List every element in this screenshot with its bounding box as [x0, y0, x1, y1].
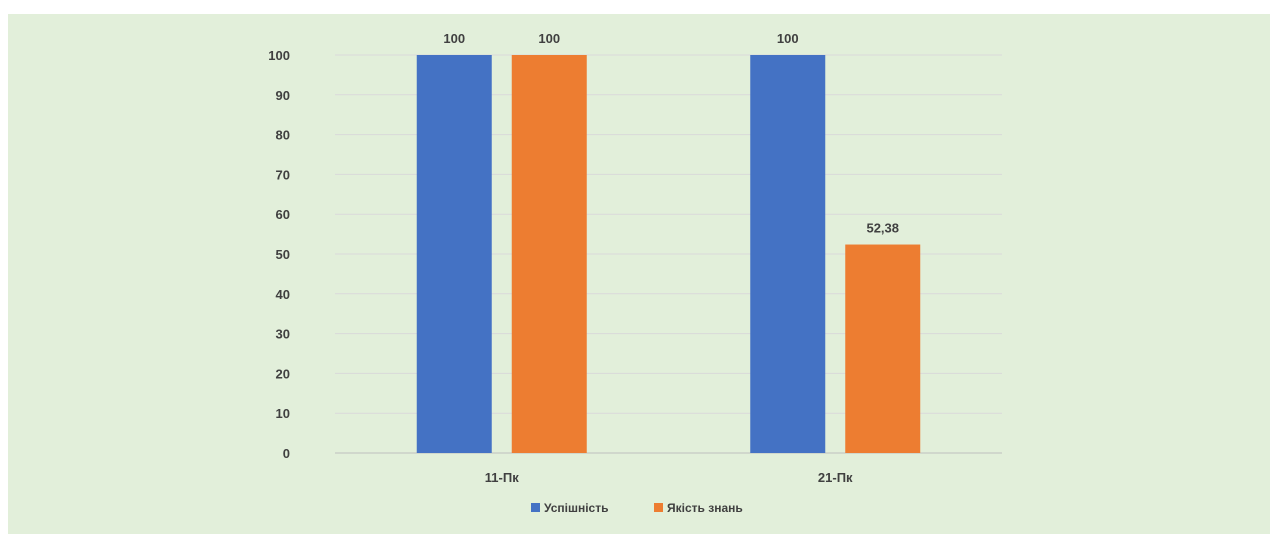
y-tick-label: 20 [276, 366, 290, 381]
data-label: 100 [443, 31, 465, 46]
y-tick-label: 50 [276, 247, 290, 262]
x-category-label: 11-Пк [485, 470, 519, 485]
y-tick-label: 0 [283, 446, 290, 461]
y-tick-label: 80 [276, 128, 290, 143]
legend-label-2: Якість знань [667, 501, 743, 515]
y-tick-label: 30 [276, 327, 290, 342]
bar-chart: 0 10 20 30 40 50 60 70 80 90 100 100 100 11-Пк 100 52,3… [268, 31, 1002, 515]
y-tick-label: 100 [268, 48, 290, 63]
y-tick-label: 60 [276, 207, 290, 222]
legend-swatch-2 [654, 503, 663, 512]
y-tick-label: 40 [276, 287, 290, 302]
x-category-label: 21-Пк [818, 470, 853, 485]
data-label: 100 [777, 31, 799, 46]
legend-swatch-1 [531, 503, 540, 512]
y-tick-label: 90 [276, 88, 290, 103]
chart-panel: 0 10 20 30 40 50 60 70 80 90 100 100 100 11-Пк 100 52,3… [8, 14, 1270, 534]
bar-yakist-znan-2[interactable] [845, 244, 921, 453]
y-tick-label: 10 [276, 406, 290, 421]
y-tick-label: 70 [276, 167, 290, 182]
data-label: 52,38 [866, 221, 899, 236]
legend-label-1: Успішність [544, 501, 608, 515]
data-label: 100 [538, 31, 560, 46]
bar-uspishnist-1[interactable] [416, 55, 492, 453]
bar-yakist-znan-1[interactable] [511, 55, 587, 453]
bar-uspishnist-2[interactable] [750, 55, 826, 453]
